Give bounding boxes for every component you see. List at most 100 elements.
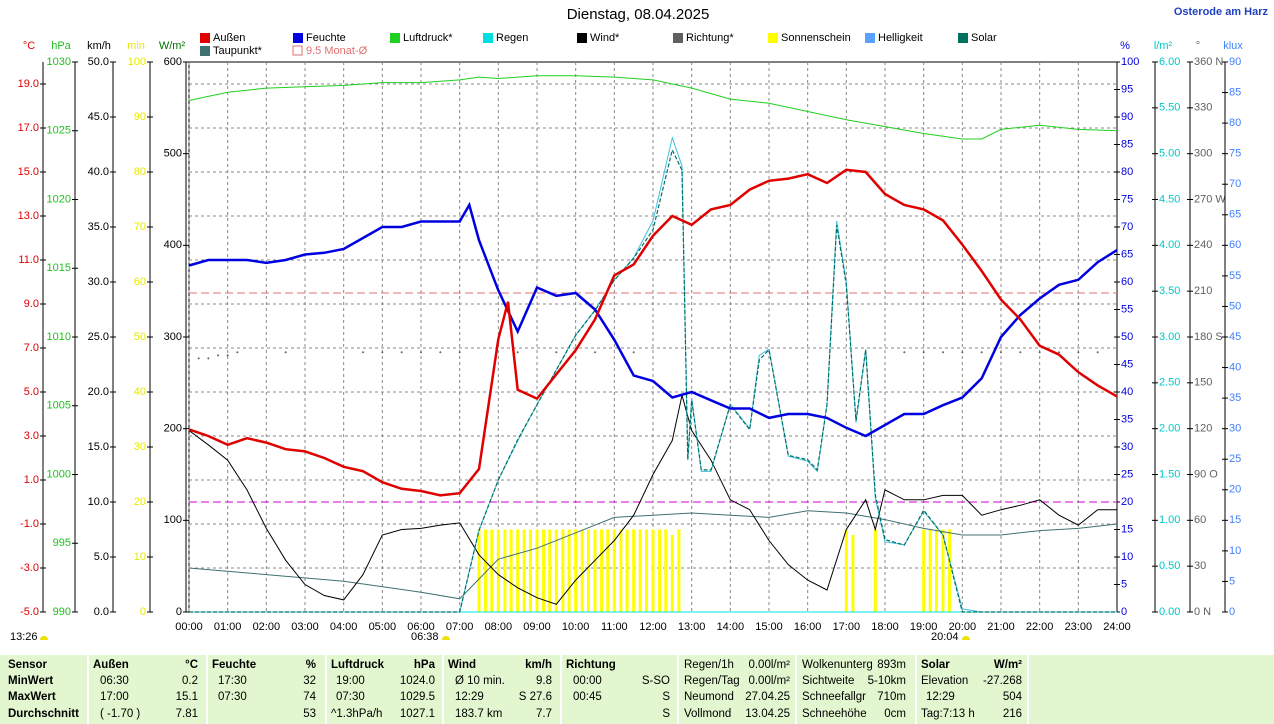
stats-cell: Vollmond: [684, 708, 731, 720]
stats-cell: 7.81: [176, 708, 198, 720]
y-tick-label: 40.0: [88, 166, 109, 178]
legend-label: Außen: [213, 32, 245, 44]
stats-cell: 12:29: [926, 691, 955, 703]
stats-cell: 0.00l/m²: [748, 675, 790, 687]
y-tick-label: 2.50: [1159, 377, 1180, 389]
x-tick-label: 16:00: [794, 621, 822, 633]
y-tick-label: 180 S: [1194, 331, 1223, 343]
stats-cell: 1024.0: [400, 675, 435, 687]
stats-cell: 12:29: [455, 691, 484, 703]
stats-cell: 504: [1003, 691, 1023, 703]
sunshine-bar: [844, 529, 848, 612]
direction-dot: [1000, 351, 1002, 354]
stats-cell: 5-10km: [868, 675, 906, 687]
stats-cell: Elevation: [921, 675, 968, 687]
stats-cell: Schneefallgr: [802, 691, 866, 703]
sunshine-bar: [638, 529, 642, 612]
y-tick-label: 15: [1229, 514, 1241, 526]
location: Osterode am Harz: [1174, 6, 1269, 18]
stats-cell: Solar: [921, 659, 950, 671]
axis-unit: hPa: [51, 40, 71, 52]
y-tick-label: 5: [1121, 578, 1127, 590]
stats-cell: ( -1.70 ): [100, 708, 140, 720]
y-tick-label: 0: [140, 606, 146, 618]
direction-dot: [961, 351, 964, 354]
x-tick-label: 00:00: [175, 621, 203, 633]
sunshine-bar: [561, 529, 565, 612]
y-tick-label: 20: [1229, 484, 1241, 496]
stats-cell: Tag:7:13 h: [921, 708, 975, 720]
sunshine-bar: [496, 529, 500, 612]
y-tick-label: 30: [1121, 441, 1133, 453]
stats-cell: 07:30: [336, 691, 365, 703]
direction-dot: [942, 351, 944, 354]
y-tick-label: 50.0: [88, 56, 109, 68]
y-tick-label: 2.00: [1159, 423, 1180, 435]
direction-dot: [516, 351, 519, 354]
y-tick-label: 30: [1229, 423, 1241, 435]
sunshine-bar: [670, 535, 674, 612]
legend-label: Luftdruck*: [403, 32, 453, 44]
axis-unit: l/m²: [1154, 40, 1173, 52]
y-tick-label: 70: [134, 221, 146, 233]
y-tick-label: 1015: [47, 262, 71, 274]
direction-dot: [197, 357, 200, 360]
stats-background: [0, 655, 1274, 724]
stats-cell: W/m²: [994, 659, 1022, 671]
y-tick-label: 4.50: [1159, 193, 1180, 205]
sunshine-bar: [522, 529, 526, 612]
y-tick-label: 60: [1194, 514, 1206, 526]
x-tick-label: 20:00: [949, 621, 977, 633]
direction-dot: [284, 351, 287, 354]
y-tick-label: 20: [1121, 496, 1133, 508]
stats-cell: 0.00l/m²: [748, 659, 790, 671]
sunshine-bar: [574, 529, 578, 612]
sunshine-bar: [625, 529, 629, 612]
stats-cell: S-SO: [642, 675, 670, 687]
y-tick-label: 17.0: [18, 122, 39, 134]
y-tick-label: 15.0: [18, 166, 39, 178]
y-tick-label: 35: [1229, 392, 1241, 404]
stats-cell: 9.8: [536, 675, 552, 687]
x-tick-label: 18:00: [871, 621, 899, 633]
y-tick-label: 90: [1229, 56, 1241, 68]
axis-unit: klux: [1223, 40, 1243, 52]
stats-cell: 00:00: [573, 675, 602, 687]
y-tick-label: 90 O: [1194, 468, 1218, 480]
stats-cell: 0cm: [884, 708, 906, 720]
y-tick-label: 990: [53, 606, 71, 618]
y-tick-label: 0: [1121, 606, 1127, 618]
direction-dot: [594, 351, 596, 354]
stats-cell: 15.1: [176, 691, 198, 703]
direction-dot: [632, 351, 635, 354]
direction-dot: [922, 351, 925, 354]
y-tick-label: 1.00: [1159, 514, 1180, 526]
y-tick-label: 120: [1194, 423, 1212, 435]
stats-cell: MinWert: [8, 675, 53, 687]
y-tick-label: 20.0: [88, 386, 109, 398]
sunshine-bar: [619, 529, 623, 612]
axis-unit: km/h: [87, 40, 111, 52]
series-line: [189, 148, 1117, 613]
stats-cell: 893m: [877, 659, 906, 671]
y-tick-label: -5.0: [20, 606, 39, 618]
stats-cell: Neumond: [684, 691, 734, 703]
sunshine-bar: [567, 529, 571, 612]
legend-swatch: [958, 33, 968, 43]
y-tick-label: 0.50: [1159, 560, 1180, 572]
legend-label: 9.5 Monat-Ø: [306, 45, 368, 57]
y-tick-label: 300: [1194, 148, 1212, 160]
y-tick-label: 15.0: [88, 441, 109, 453]
y-tick-label: 70: [1229, 178, 1241, 190]
stats-cell: Wolkenunterg: [802, 659, 873, 671]
legend-swatch: [483, 33, 493, 43]
stats-cell: hPa: [414, 659, 436, 671]
direction-dot: [362, 351, 364, 354]
legend-label: Taupunkt*: [213, 45, 263, 57]
y-tick-label: 500: [164, 148, 182, 160]
y-tick-label: 90: [1121, 111, 1133, 123]
sunshine-bar: [664, 529, 668, 612]
sunshine-bar: [503, 529, 507, 612]
x-tick-label: 19:00: [910, 621, 938, 633]
x-tick-label: 07:00: [446, 621, 474, 633]
